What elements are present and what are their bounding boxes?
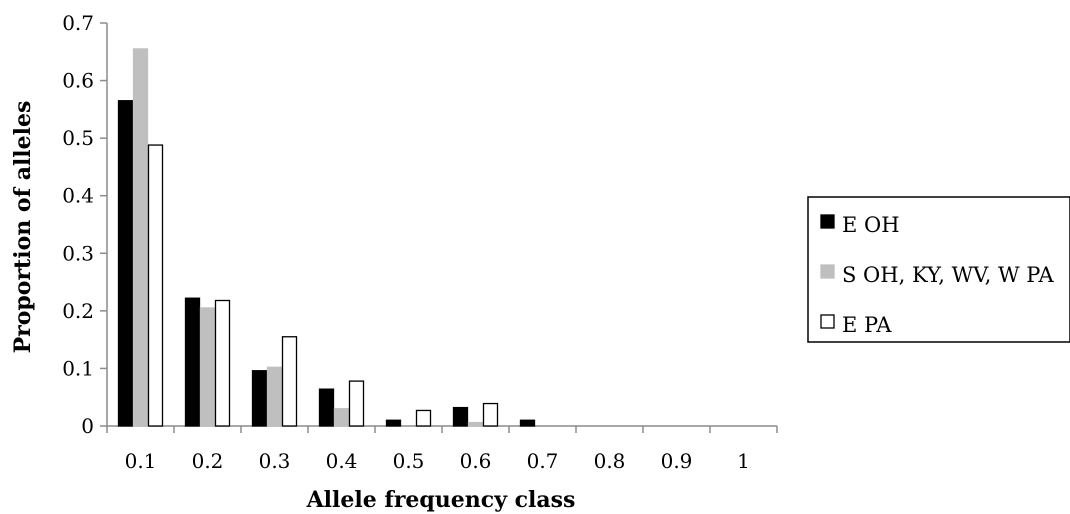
y-tick-label: 0.3 [62,241,94,265]
bar-e-oh-0.4 [318,388,335,427]
y-tick-label: 0.2 [62,299,94,323]
bar-e-pa-0.5 [415,409,432,427]
bar-e-oh-0.2 [184,297,201,427]
bar-e-oh-0.3 [251,370,268,427]
bar-e-oh-0.5 [385,419,402,427]
bar-e-pa-0.1 [147,144,164,427]
bar-e-oh-0.6 [452,406,469,427]
bar-e-pa-0.6 [482,402,499,427]
x-tick-label: 0.9 [661,449,693,473]
x-tick-label: 0.8 [594,449,626,473]
x-tick-label: 0.1 [125,449,157,473]
y-axis-title: Proportion of alleles [10,101,36,354]
legend-swatch [820,214,835,229]
y-tick-label: 0.1 [62,356,94,380]
legend: E OH S OH, KY, WV, W PA E PA [807,196,1070,343]
x-tick-label: 0.5 [393,449,425,473]
bar-e-pa-0.2 [214,299,231,427]
y-tick-label: 0 [81,414,94,438]
x-axis-ticks: 0.1 0.2 0.3 0.4 0.5 0.6 0.7 0.8 0.9 1 [106,426,778,473]
bar-e-pa-0.3 [281,336,298,427]
bar-s-oh-ky-wv-w-pa-0.1 [132,48,149,427]
x-tick-label: 0.4 [326,449,358,473]
legend-swatch [820,314,835,329]
bar-s-oh-ky-wv-w-pa-0.4 [333,408,350,427]
bar-e-oh-0.7 [519,419,536,427]
x-tick-label: 0.6 [460,449,492,473]
legend-label: S OH, KY, WV, W PA [842,263,1054,287]
y-tick-label: 0.6 [62,69,94,93]
bar-e-pa-0.4 [348,380,365,427]
y-axis-ticks: 0 0.1 0.2 0.3 0.4 0.5 0.6 0.7 [62,11,107,438]
x-tick-label: 0.3 [259,449,291,473]
legend-box [807,196,1070,343]
x-tick-label: 0.7 [527,449,559,473]
legend-swatch [820,264,835,279]
x-tick-label: 0.2 [192,449,224,473]
bar-e-oh-0.1 [117,100,134,427]
plot-area [106,23,777,427]
y-tick-label: 0.5 [62,126,94,150]
legend-label: E PA [842,313,892,337]
x-axis-title: Allele frequency class [306,487,576,513]
bar-s-oh-ky-wv-w-pa-0.3 [266,366,283,427]
y-tick-label: 0.7 [62,11,94,35]
y-tick-label: 0.4 [62,184,94,208]
bar-s-oh-ky-wv-w-pa-0.2 [199,307,216,427]
x-tick-label: 1 [737,449,750,473]
legend-label: E OH [842,213,900,237]
bar-s-oh-ky-wv-w-pa-0.6 [467,421,484,427]
